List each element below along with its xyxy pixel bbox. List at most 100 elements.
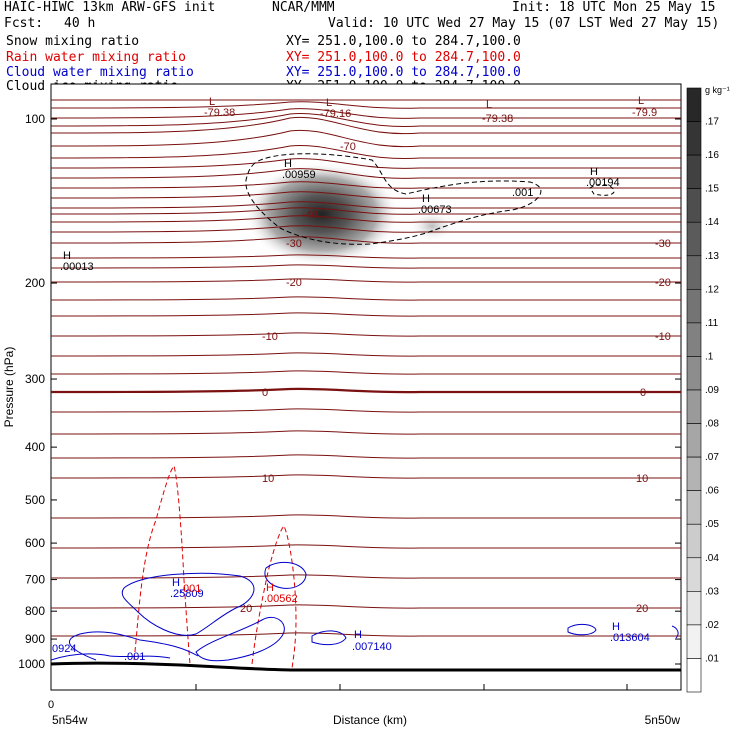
colorbar-tick-label: .05 <box>705 519 719 530</box>
y-tick-label: 800 <box>25 604 45 618</box>
cloud-water-contour-6 <box>567 623 597 636</box>
snow-shading-core <box>244 162 400 266</box>
cloud-contour-label: .001 <box>124 651 145 663</box>
y-tick-label: 900 <box>25 632 45 646</box>
rain-contour-1 <box>133 465 191 665</box>
colorbar-swatch <box>686 658 702 693</box>
isotherm-line <box>51 181 681 189</box>
cloud-ice-contour <box>245 153 542 245</box>
colorbar-swatch <box>686 591 702 626</box>
isotherm-line <box>51 108 681 119</box>
high-value: .00194 <box>586 177 620 189</box>
high-marker: H <box>172 577 180 589</box>
colorbar-tick-label: .06 <box>705 486 719 497</box>
isotherm-line <box>51 116 681 135</box>
colorbar-tick-label: .17 <box>705 117 719 128</box>
cloud-ice-contour-small <box>589 184 615 196</box>
low-value: -79.16 <box>320 108 351 120</box>
high-value: .00562 <box>264 593 298 605</box>
isotherm-line <box>51 474 681 479</box>
colorbar-tick-label: .08 <box>705 419 719 430</box>
colorbar-tick-label: .01 <box>705 653 719 664</box>
isotherm-line <box>51 574 681 579</box>
cloud-water-contour-3 <box>195 616 285 662</box>
isotherm-line <box>51 236 681 244</box>
init-time: Init: 18 UTC Mon 25 May 15 <box>512 0 716 15</box>
high-marker: H <box>422 193 430 205</box>
colorbar-boxes <box>686 87 702 693</box>
x-origin-label: 0 <box>48 699 54 711</box>
rain-contour-label: .001 <box>180 583 201 595</box>
isotherm-line <box>51 312 681 317</box>
colorbar-swatch <box>686 624 702 659</box>
isotherm-line <box>51 454 681 459</box>
isotherm-line <box>51 201 681 209</box>
isotherm-label: -30 <box>286 238 302 250</box>
field-snow-xy: XY= 251.0,100.0 to 284.7,100.0 <box>286 34 521 49</box>
high-value: .25809 <box>170 588 204 600</box>
colorbar-swatch <box>686 188 702 223</box>
x-axis-title: Distance (km) <box>333 713 407 727</box>
low-marker: L <box>638 95 644 107</box>
isotherm-line <box>51 191 681 199</box>
isotherm-label: -10 <box>655 331 671 343</box>
y-tick-label: 1000 <box>18 657 45 671</box>
y-axis-title: Pressure (hPa) <box>2 347 16 428</box>
isotherm-line <box>51 514 681 519</box>
x-axis <box>50 684 628 690</box>
high-value: .013604 <box>610 632 650 644</box>
low-labels: L -79.38 L -79.16 L -79.38 L -79.9 <box>204 95 657 125</box>
isotherm-label: 10 <box>262 473 274 485</box>
colorbar-swatch <box>686 490 702 525</box>
cloud-water-contour-4 <box>264 561 307 589</box>
isotherm-line <box>51 387 681 394</box>
isotherm-line <box>51 112 681 128</box>
plot-contents: -70 -40 -30 -30 -20 -20 -10 -10 0 0 10 10 20 20 <box>51 99 681 672</box>
field-rain-xy: XY= 251.0,100.0 to 284.7,100.0 <box>286 50 521 65</box>
isotherm-label: -20 <box>655 277 671 289</box>
colorbar-swatch <box>686 423 702 458</box>
colorbar-tick-label: .15 <box>705 184 719 195</box>
low-value: -79.38 <box>204 107 235 119</box>
contour-labels: .001 .001 0924 .001 <box>52 187 533 663</box>
isotherm-label: 0 <box>640 387 646 399</box>
colorbar-tick-label: .13 <box>705 251 719 262</box>
y-tick-label: 200 <box>25 276 45 290</box>
colorbar-swatch <box>686 456 702 491</box>
colorbar-tick-label: .11 <box>705 318 719 329</box>
colorbar-swatch <box>686 255 702 290</box>
low-marker: L <box>486 99 492 111</box>
isotherm-line <box>51 544 681 549</box>
isotherm-line <box>51 332 681 337</box>
y-tick-label: 400 <box>25 440 45 454</box>
cloud-left-label: 0924 <box>52 643 76 655</box>
field-snow-name: Snow mixing ratio <box>6 34 140 49</box>
left-location: 5n54w <box>52 713 88 727</box>
y-tick-label: 100 <box>25 112 45 126</box>
high-marker: H <box>354 629 362 641</box>
field-cloud-water-name: Cloud water mixing ratio <box>6 65 194 80</box>
isotherm-line <box>51 207 681 215</box>
colorbar-tick-label: .07 <box>705 452 719 463</box>
colorbar: .17 .16 .15 .14 .13 .12 .11 .1 .09 .08 .07 .06 .05 .0… <box>686 85 730 693</box>
high-marker: H <box>63 250 71 262</box>
colorbar-tick-label: .02 <box>705 620 719 631</box>
isotherm-label: 10 <box>636 473 648 485</box>
colorbar-unit: g kg⁻¹ <box>705 85 730 95</box>
isotherm-line <box>51 254 681 259</box>
isotherm-line <box>51 296 681 301</box>
colorbar-swatch <box>686 322 702 357</box>
high-marker: H <box>266 582 274 594</box>
isotherm-line <box>51 278 681 283</box>
field-rain-name: Rain water mixing ratio <box>6 50 187 65</box>
isotherm-label: -10 <box>262 331 278 343</box>
y-tick-label: 300 <box>25 372 45 386</box>
isotherm-line <box>51 101 681 109</box>
high-value: .00013 <box>60 261 94 273</box>
colorbar-swatch <box>686 221 702 257</box>
snow-shading-secondary <box>408 210 456 242</box>
fcst-value: 40 h <box>64 16 96 31</box>
isotherm-line <box>51 215 681 223</box>
high-value: .00959 <box>282 169 316 181</box>
